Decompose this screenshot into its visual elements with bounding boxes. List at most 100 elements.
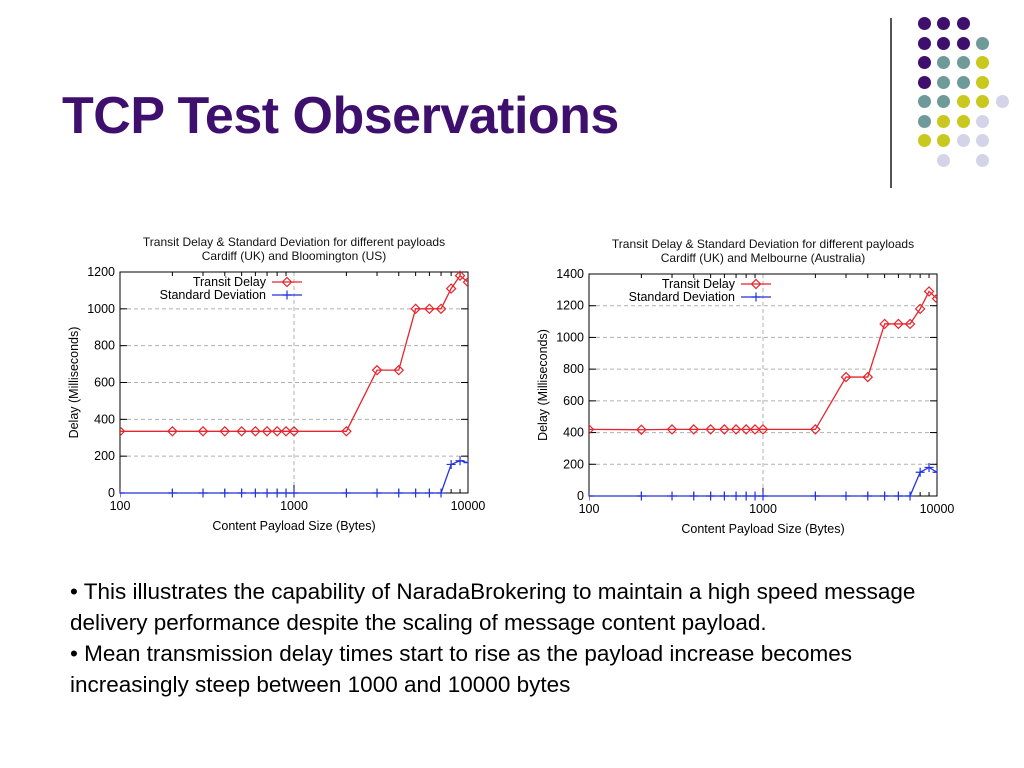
data-point	[393, 364, 405, 376]
decor-dot	[995, 95, 1009, 108]
series-line	[120, 274, 468, 432]
data-point	[810, 424, 821, 435]
data-point	[915, 467, 925, 477]
decor-dot	[976, 114, 989, 128]
decor-dot	[937, 17, 950, 30]
data-point	[689, 491, 699, 501]
data-point	[445, 283, 457, 294]
legend-label: Transit Delay	[662, 277, 736, 291]
x-tick-label: 100	[110, 499, 131, 513]
chart-melbourne: Transit Delay & Standard Deviation for d…	[536, 237, 955, 536]
decor-dot	[976, 153, 989, 167]
data-point	[220, 488, 230, 498]
data-point	[281, 488, 291, 498]
bullet-item-1: • This illustrates the capability of Nar…	[70, 579, 916, 635]
data-point	[250, 425, 261, 437]
data-point	[236, 425, 247, 437]
data-point	[905, 491, 915, 501]
data-point	[666, 424, 678, 435]
data-point	[636, 424, 647, 436]
decor-dot	[937, 134, 950, 147]
data-point	[341, 488, 351, 498]
x-tick-label: 10000	[920, 502, 955, 516]
chart-subtitle: Cardiff (UK) and Melbourne (Australia)	[661, 251, 866, 265]
data-point	[757, 424, 769, 435]
data-point	[410, 303, 421, 315]
data-point	[197, 425, 209, 437]
y-tick-label: 200	[563, 457, 584, 471]
data-point	[923, 286, 935, 297]
data-point	[731, 491, 741, 501]
data-point	[924, 462, 934, 472]
decor-dot	[937, 36, 950, 50]
y-tick-label: 0	[577, 489, 584, 503]
decor-dot	[937, 114, 950, 128]
data-point	[749, 424, 761, 435]
decor-dot	[937, 95, 950, 108]
y-tick-label: 1000	[87, 302, 115, 316]
data-point	[863, 491, 873, 501]
y-tick-label: 1000	[556, 330, 584, 344]
plot-frame	[588, 273, 938, 497]
legend-marker	[751, 292, 761, 302]
data-point	[667, 491, 677, 501]
data-point	[120, 488, 125, 498]
x-tick-label: 1000	[280, 499, 308, 513]
legend-label: Transit Delay	[193, 275, 267, 289]
data-point	[862, 371, 874, 383]
data-point	[688, 424, 700, 435]
decor-dot	[917, 134, 931, 147]
decor-dot	[956, 36, 970, 50]
chart-title: Transit Delay & Standard Deviation for d…	[143, 235, 445, 249]
data-point	[914, 303, 926, 315]
data-point	[341, 425, 352, 437]
data-point	[463, 458, 468, 468]
series-line	[589, 290, 937, 431]
decor-dot	[917, 36, 931, 50]
decor-dot	[976, 56, 989, 69]
y-tick-label: 400	[563, 426, 584, 440]
data-point	[371, 364, 383, 376]
data-point	[904, 318, 916, 330]
chart-subtitle: Cardiff (UK) and Bloomington (US)	[202, 249, 387, 263]
series-transit-delay	[120, 270, 468, 437]
y-axis-label: Delay (Milliseconds)	[67, 327, 81, 439]
y-tick-label: 0	[108, 486, 115, 500]
data-point	[394, 488, 404, 498]
data-point	[219, 425, 231, 437]
y-tick-label: 800	[563, 362, 584, 376]
data-point	[167, 488, 177, 498]
y-tick-label: 1200	[87, 265, 115, 279]
data-point	[705, 424, 716, 435]
data-point	[262, 488, 272, 498]
data-point	[289, 488, 299, 498]
data-point	[435, 303, 447, 315]
data-point	[261, 425, 273, 437]
legend-label: Standard Deviation	[629, 290, 735, 304]
data-point	[636, 491, 646, 501]
x-tick-label: 1000	[749, 502, 777, 516]
decor-dot	[956, 114, 970, 128]
data-point	[893, 491, 903, 501]
decor-dot	[956, 17, 970, 30]
y-tick-label: 600	[94, 376, 115, 390]
y-tick-label: 600	[563, 394, 584, 408]
data-point	[462, 276, 468, 288]
decor-dot	[917, 56, 931, 69]
decor-dot	[956, 134, 970, 147]
y-tick-label: 200	[94, 449, 115, 463]
data-point	[893, 318, 904, 330]
data-point	[810, 491, 820, 501]
legend-marker	[750, 278, 762, 290]
data-point	[271, 425, 283, 437]
data-point	[455, 456, 465, 466]
bullet-list: • This illustrates the capability of Nar…	[70, 576, 970, 700]
legend-label: Standard Deviation	[160, 288, 266, 302]
data-point	[741, 491, 751, 501]
decor-dot	[937, 56, 950, 69]
data-point	[719, 491, 729, 501]
y-tick-label: 400	[94, 412, 115, 426]
x-tick-label: 100	[579, 502, 600, 516]
decor-dot	[976, 75, 989, 89]
data-point	[424, 488, 434, 498]
